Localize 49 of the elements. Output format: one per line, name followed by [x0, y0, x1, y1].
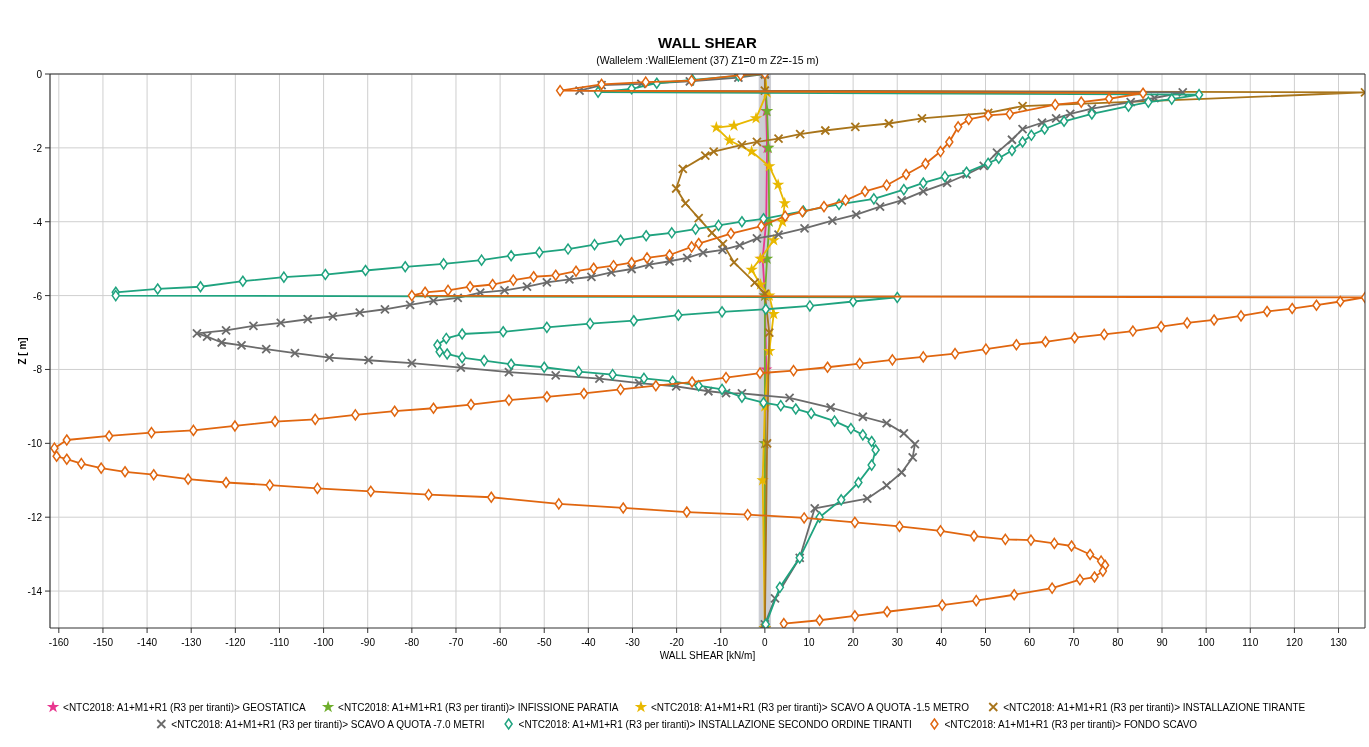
x-tick-label: -30	[625, 637, 641, 648]
x-tick-label: -80	[404, 637, 420, 648]
x-tick-label: -50	[537, 637, 552, 648]
x-tick-label: -130	[181, 637, 202, 648]
x-tick-label: 20	[847, 637, 860, 648]
chart-title: WALL SHEAR	[658, 34, 758, 51]
x-tick-label: -110	[269, 637, 290, 648]
y-tick-label: -14	[27, 586, 43, 598]
y-tick-label: -10	[27, 438, 43, 450]
x-tick-label: 50	[979, 637, 992, 648]
x-axis-title: WALL SHEAR [kN/m]	[659, 650, 756, 661]
x-tick-label: 70	[1068, 637, 1080, 648]
x-tick-label: 120	[1286, 637, 1304, 648]
y-axis-title: Z [ m]	[17, 337, 28, 365]
y-tick-label: -2	[33, 142, 43, 154]
x-tick-label: -20	[669, 637, 685, 648]
legend-label: <NTC2018: A1+M1+R1 (R3 per tiranti)> FONDO SCAVO	[944, 719, 1198, 730]
x-tick-label: 10	[803, 637, 815, 648]
legend-label: <NTC2018: A1+M1+R1 (R3 per tiranti)> SCAVO A QUOTA -7.0 METRI	[171, 719, 485, 730]
x-tick-label: 80	[1112, 637, 1124, 648]
chart-subtitle: (Wallelem :WallElement (37) Z1=0 m Z2=-15 m)	[596, 54, 819, 66]
legend-label: <NTC2018: A1+M1+R1 (R3 per tiranti)> GEOSTATICA	[63, 702, 306, 713]
x-tick-label: 90	[1156, 637, 1169, 648]
x-tick-label: -100	[313, 637, 335, 648]
y-tick-label: -4	[33, 216, 43, 228]
y-tick-label: -12	[27, 512, 43, 524]
x-tick-label: 60	[1024, 637, 1036, 648]
y-tick-label: -6	[33, 290, 43, 302]
x-tick-label: -40	[581, 637, 597, 648]
x-tick-label: 0	[762, 637, 769, 648]
x-tick-label: -60	[492, 637, 508, 648]
x-tick-label: 30	[891, 637, 904, 648]
y-tick-label: 0	[36, 69, 43, 80]
legend-label: <NTC2018: A1+M1+R1 (R3 per tiranti)> SCAVO A QUOTA -1.5 METRO	[650, 702, 970, 713]
x-tick-label: -70	[448, 637, 464, 648]
x-tick-label: -120	[225, 637, 246, 648]
legend-label: <NTC2018: A1+M1+R1 (R3 per tiranti)> INSTALLAZIONE TIRANTE	[1003, 702, 1306, 713]
x-tick-label: 130	[1330, 637, 1348, 648]
x-tick-label: -140	[137, 637, 158, 648]
x-tick-label: 40	[935, 637, 948, 648]
x-tick-label: -10	[713, 637, 729, 648]
x-tick-label: 110	[1242, 637, 1259, 648]
x-tick-label: -90	[360, 637, 376, 648]
legend-label: <NTC2018: A1+M1+R1 (R3 per tiranti)> INSTALLAZIONE SECONDO ORDINE TIRANTI	[518, 719, 912, 730]
x-tick-label: -150	[92, 637, 114, 648]
x-tick-label: -160	[48, 637, 70, 648]
legend-label: <NTC2018: A1+M1+R1 (R3 per tiranti)> INFISSIONE PARATIA	[338, 702, 619, 713]
y-tick-label: -8	[33, 364, 43, 376]
x-tick-label: 100	[1197, 637, 1215, 648]
